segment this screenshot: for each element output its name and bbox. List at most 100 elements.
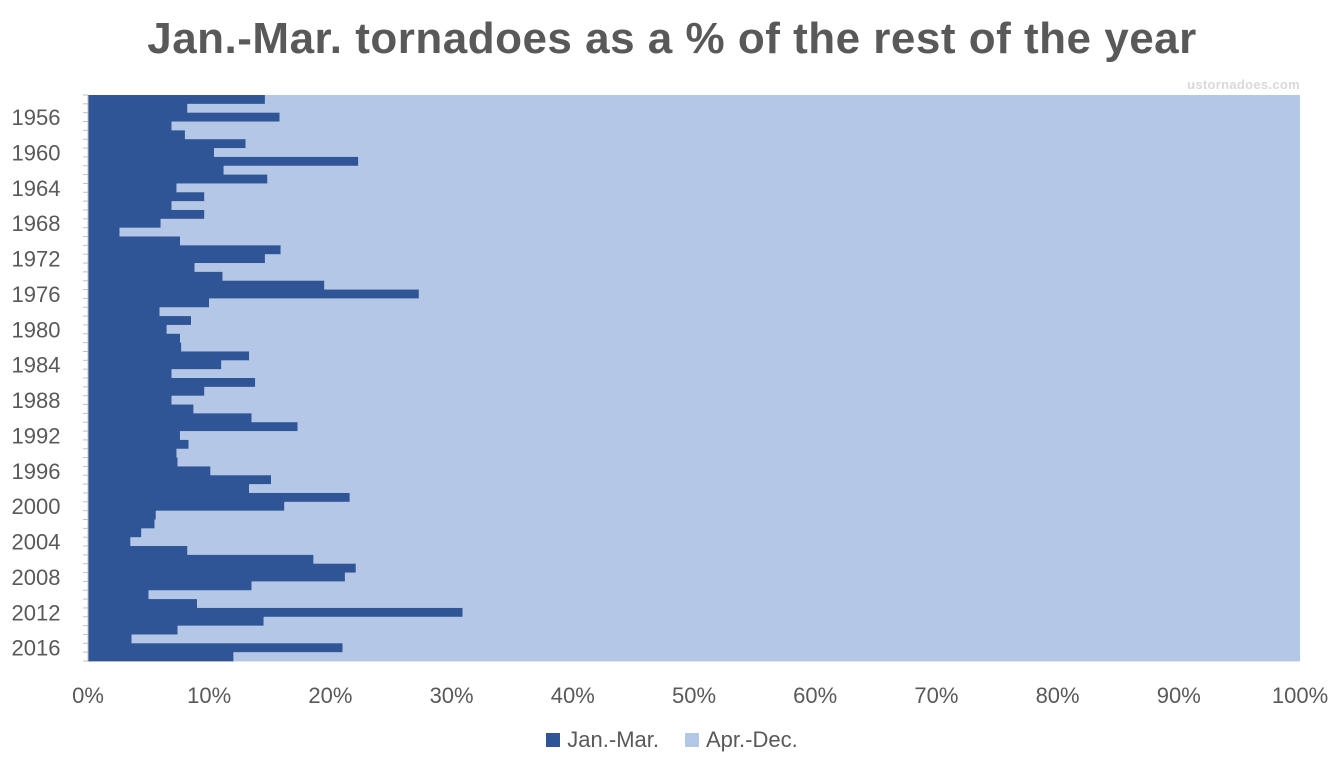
bar-apr-dec-1964 bbox=[176, 183, 1301, 193]
bar-jan-mar-1954 bbox=[88, 95, 265, 105]
y-tick-label-1964: 1964 bbox=[12, 176, 61, 201]
bar-jan-mar-1956 bbox=[88, 112, 280, 122]
bar-jan-mar-1985 bbox=[88, 369, 172, 379]
bar-jan-mar-1984 bbox=[88, 360, 222, 370]
legend-label-jan-mar: Jan.-Mar. bbox=[567, 727, 659, 752]
bar-apr-dec-2015 bbox=[131, 634, 1301, 644]
y-tick-label-1960: 1960 bbox=[12, 140, 61, 165]
bar-jan-mar-1968 bbox=[88, 218, 161, 229]
bar-jan-mar-1980 bbox=[88, 324, 167, 335]
bar-jan-mar-2006 bbox=[88, 554, 314, 565]
bar-apr-dec-1990 bbox=[251, 413, 1300, 423]
bar-apr-dec-2006 bbox=[313, 554, 1300, 565]
bar-jan-mar-1959 bbox=[88, 139, 246, 149]
bar-jan-mar-2016 bbox=[88, 643, 343, 653]
bar-apr-dec-2017 bbox=[233, 652, 1301, 662]
bar-apr-dec-1998 bbox=[249, 484, 1300, 494]
bar-apr-dec-2009 bbox=[251, 581, 1300, 591]
bar-jan-mar-1987 bbox=[88, 386, 205, 397]
bar-apr-dec-1977 bbox=[209, 298, 1301, 308]
bar-apr-dec-1962 bbox=[223, 165, 1300, 175]
bar-jan-mar-1978 bbox=[88, 307, 160, 317]
bar-jan-mar-1955 bbox=[88, 103, 188, 114]
bar-jan-mar-1964 bbox=[88, 183, 177, 193]
bar-jan-mar-2010 bbox=[88, 590, 149, 600]
bar-jan-mar-2014 bbox=[88, 625, 178, 635]
bar-apr-dec-1965 bbox=[204, 192, 1300, 202]
bar-jan-mar-2001 bbox=[88, 510, 156, 520]
bar-apr-dec-1993 bbox=[188, 439, 1301, 450]
bar-jan-mar-1998 bbox=[88, 484, 250, 494]
bar-apr-dec-1967 bbox=[204, 209, 1300, 220]
bar-jan-mar-1973 bbox=[88, 263, 195, 273]
bar-apr-dec-1976 bbox=[418, 289, 1301, 299]
bar-apr-dec-1973 bbox=[194, 263, 1300, 273]
bar-apr-dec-1992 bbox=[180, 431, 1300, 441]
bar-apr-dec-1999 bbox=[349, 492, 1300, 503]
bar-jan-mar-2002 bbox=[88, 519, 155, 529]
legend-swatch-apr-dec bbox=[685, 733, 699, 747]
bar-jan-mar-1994 bbox=[88, 448, 177, 458]
bar-jan-mar-1999 bbox=[88, 492, 350, 503]
bar-apr-dec-1997 bbox=[271, 475, 1301, 485]
bar-apr-dec-1966 bbox=[171, 201, 1300, 211]
bar-apr-dec-1996 bbox=[210, 466, 1301, 476]
bar-apr-dec-2007 bbox=[355, 563, 1300, 573]
bar-apr-dec-1963 bbox=[267, 174, 1301, 184]
x-tick-label-40pct: 40% bbox=[551, 683, 595, 708]
bar-apr-dec-2005 bbox=[187, 546, 1300, 556]
bar-apr-dec-1975 bbox=[324, 280, 1301, 290]
bar-apr-dec-1982 bbox=[181, 342, 1301, 352]
bar-apr-dec-1959 bbox=[245, 139, 1300, 149]
x-tick-label-0pct: 0% bbox=[72, 683, 104, 708]
bar-jan-mar-2013 bbox=[88, 616, 264, 627]
bar-jan-mar-1957 bbox=[88, 121, 172, 131]
y-tick-label-1992: 1992 bbox=[12, 423, 61, 448]
y-tick-label-1980: 1980 bbox=[12, 317, 61, 342]
bar-jan-mar-1972 bbox=[88, 254, 265, 264]
bar-jan-mar-1967 bbox=[88, 209, 205, 220]
bar-apr-dec-1957 bbox=[171, 121, 1300, 131]
bar-apr-dec-1978 bbox=[159, 307, 1300, 317]
bar-apr-dec-1956 bbox=[279, 112, 1301, 122]
bar-apr-dec-1972 bbox=[264, 254, 1300, 264]
bar-jan-mar-1986 bbox=[88, 378, 256, 388]
bar-apr-dec-2014 bbox=[177, 625, 1301, 635]
bar-jan-mar-2004 bbox=[88, 537, 131, 547]
legend-item-jan-mar: Jan.-Mar. bbox=[546, 727, 659, 753]
x-tick-label-90pct: 90% bbox=[1157, 683, 1201, 708]
x-tick-label-50pct: 50% bbox=[672, 683, 716, 708]
bar-apr-dec-1954 bbox=[264, 95, 1300, 105]
bar-jan-mar-1992 bbox=[88, 431, 181, 441]
legend-label-apr-dec: Apr.-Dec. bbox=[706, 727, 798, 752]
x-tick-label-20pct: 20% bbox=[308, 683, 352, 708]
bar-jan-mar-1960 bbox=[88, 148, 215, 158]
bar-jan-mar-1961 bbox=[88, 156, 359, 167]
bar-jan-mar-1969 bbox=[88, 227, 120, 237]
x-tick-label-70pct: 70% bbox=[914, 683, 958, 708]
bar-jan-mar-1958 bbox=[88, 130, 185, 140]
legend-swatch-jan-mar bbox=[546, 733, 561, 747]
bar-jan-mar-1988 bbox=[88, 395, 172, 405]
y-tick-label-1988: 1988 bbox=[12, 388, 61, 413]
bar-jan-mar-2005 bbox=[88, 546, 188, 556]
bar-apr-dec-1987 bbox=[204, 386, 1300, 397]
bar-jan-mar-1989 bbox=[88, 404, 194, 414]
source-watermark: ustornadoes.com bbox=[1187, 77, 1300, 92]
y-tick-label-2016: 2016 bbox=[12, 636, 61, 661]
bar-jan-mar-2015 bbox=[88, 634, 132, 644]
bar-apr-dec-1985 bbox=[171, 369, 1300, 379]
bar-apr-dec-2003 bbox=[141, 528, 1300, 538]
bar-jan-mar-1977 bbox=[88, 298, 210, 308]
legend-item-apr-dec: Apr.-Dec. bbox=[685, 727, 798, 753]
y-tick-label-2004: 2004 bbox=[12, 530, 61, 555]
bar-jan-mar-1990 bbox=[88, 413, 252, 423]
bar-apr-dec-2002 bbox=[154, 519, 1300, 529]
bar-jan-mar-1966 bbox=[88, 201, 172, 211]
bar-jan-mar-1996 bbox=[88, 466, 211, 476]
x-tick-label-30pct: 30% bbox=[430, 683, 474, 708]
bar-apr-dec-2000 bbox=[284, 501, 1300, 512]
bar-apr-dec-1971 bbox=[280, 245, 1300, 255]
bar-apr-dec-1961 bbox=[358, 156, 1300, 167]
